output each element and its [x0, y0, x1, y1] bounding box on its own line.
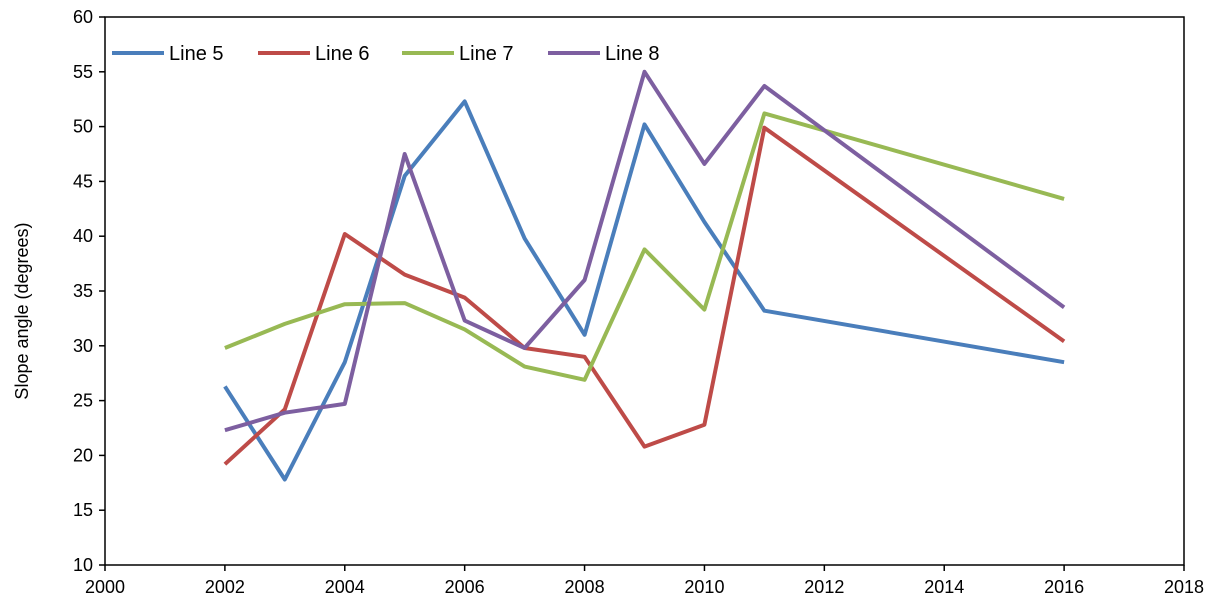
series-group — [223, 69, 1066, 482]
x-tick-label: 2012 — [804, 577, 844, 597]
x-tick-label: 2008 — [565, 577, 605, 597]
y-tick-label: 30 — [73, 336, 93, 356]
y-tick-label: 15 — [73, 500, 93, 520]
y-tick-label: 40 — [73, 226, 93, 246]
x-tick-label: 2014 — [924, 577, 964, 597]
x-tick-label: 2010 — [684, 577, 724, 597]
x-tick-label: 2000 — [85, 577, 125, 597]
x-axis: 2000 2002 2004 2006 2008 2010 2012 2014 2016 2018 — [85, 565, 1204, 597]
series-line-line-8 — [224, 69, 1066, 433]
series-line-line-6 — [223, 125, 1066, 466]
y-tick-label: 60 — [73, 7, 93, 27]
y-tick-label: 10 — [73, 555, 93, 575]
y-tick-label: 35 — [73, 281, 93, 301]
y-axis: 10 15 20 25 30 35 40 45 50 55 60 — [73, 7, 105, 575]
plot-frame — [104, 16, 1185, 566]
series-line-line-5 — [223, 99, 1065, 482]
legend-label-line-5: Line 5 — [169, 43, 224, 65]
x-tick-label: 2006 — [445, 577, 485, 597]
y-tick-label: 20 — [73, 445, 93, 465]
y-tick-label: 45 — [73, 171, 93, 191]
plot-area — [104, 16, 1185, 566]
legend-label-line-7: Line 7 — [459, 43, 514, 65]
x-tick-label: 2004 — [325, 577, 365, 597]
x-tick-label: 2016 — [1044, 577, 1084, 597]
y-axis-title: Slope angle (degrees) — [12, 222, 32, 399]
legend-label-line-8: Line 8 — [605, 43, 660, 65]
y-tick-label: 50 — [73, 117, 93, 137]
y-tick-label: 55 — [73, 62, 93, 82]
x-tick-label: 2018 — [1164, 577, 1204, 597]
series-line-line-7 — [224, 111, 1065, 382]
legend: Line 5 Line 6 Line 7 Line 8 — [112, 43, 660, 65]
x-tick-label: 2002 — [205, 577, 245, 597]
y-tick-label: 25 — [73, 391, 93, 411]
legend-label-line-6: Line 6 — [315, 43, 370, 65]
